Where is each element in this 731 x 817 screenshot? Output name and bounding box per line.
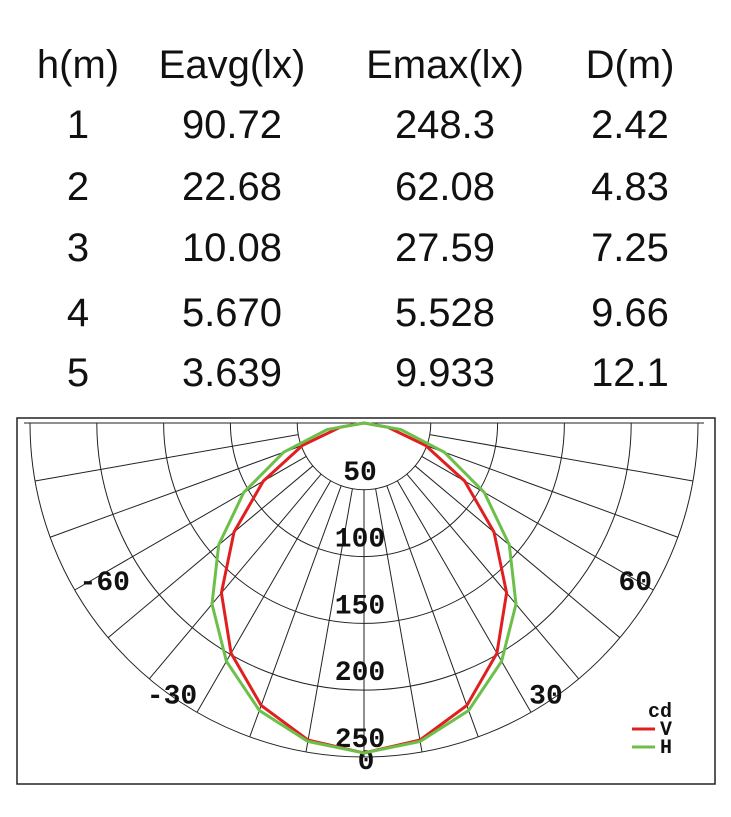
table-cell: 90.72 xyxy=(182,103,282,147)
legend-title: cd xyxy=(648,701,672,724)
table-cell: 2.42 xyxy=(591,103,669,147)
radius-grid-arc xyxy=(296,422,432,491)
table-cell: 5.670 xyxy=(182,291,282,335)
radius-tick-label: 50 xyxy=(343,458,377,489)
table-cell: 248.3 xyxy=(395,103,495,147)
radius-tick-label: 150 xyxy=(335,591,385,622)
table-cell: 27.59 xyxy=(395,226,495,270)
radius-grid-arc xyxy=(96,422,632,691)
table-cell: 5.528 xyxy=(395,291,495,335)
table-cell: 2 xyxy=(67,165,89,209)
table-cell: 12.1 xyxy=(591,351,669,395)
angle-tick-label: 60 xyxy=(618,568,652,599)
table-cell: 9.66 xyxy=(591,291,669,335)
table-cell: 3.639 xyxy=(182,351,282,395)
table-cell: 22.68 xyxy=(182,165,282,209)
intensity-curve xyxy=(210,421,518,755)
angle-tick-label: -60 xyxy=(80,568,130,599)
radius-grid-arc xyxy=(229,422,499,558)
radius-grid-arc xyxy=(163,422,565,624)
legend-label: H xyxy=(660,737,672,760)
table-header: h(m) xyxy=(37,43,119,87)
chart-frame xyxy=(16,417,716,785)
angle-tick-label: 30 xyxy=(529,682,563,713)
table-header: D(m) xyxy=(586,43,675,87)
table-cell: 1 xyxy=(67,103,89,147)
table-cell: 3 xyxy=(67,226,89,270)
angle-tick-label: 0 xyxy=(358,747,375,778)
table-cell: 4.83 xyxy=(591,165,669,209)
table-header: Emax(lx) xyxy=(366,43,524,87)
table-cell: 10.08 xyxy=(182,226,282,270)
legend-label: V xyxy=(660,719,672,742)
table-header: Eavg(lx) xyxy=(159,43,306,87)
radius-tick-label: 100 xyxy=(335,525,385,556)
angle-tick-label: -30 xyxy=(147,682,197,713)
table-cell: 5 xyxy=(67,351,89,395)
radius-tick-label: 200 xyxy=(335,658,385,689)
table-cell: 7.25 xyxy=(591,226,669,270)
radius-grid-arc xyxy=(29,422,699,758)
table-cell: 9.933 xyxy=(395,351,495,395)
table-cell: 62.08 xyxy=(395,165,495,209)
table-cell: 4 xyxy=(67,291,89,335)
